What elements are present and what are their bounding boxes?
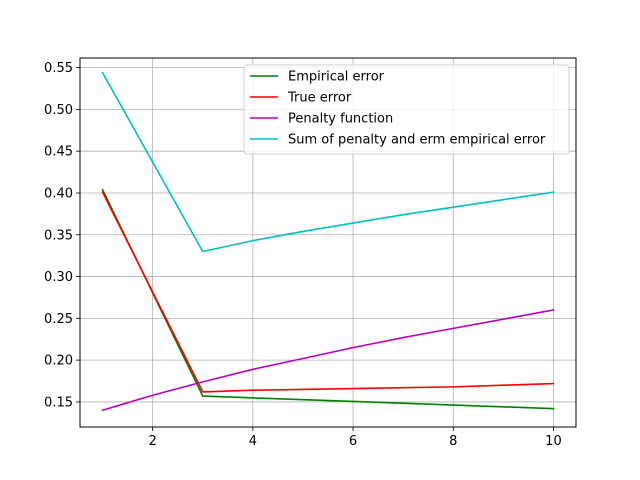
series-lines — [101, 71, 555, 412]
y-tick-label: 0.50 — [44, 103, 73, 118]
x-tick-label: 8 — [449, 434, 457, 449]
series-line-penalty-function — [101, 309, 555, 412]
x-tick-label: 10 — [545, 434, 562, 449]
legend-entry: Empirical error — [288, 70, 385, 85]
legend-entry: Penalty function — [288, 112, 393, 127]
y-tick-label: 0.20 — [44, 354, 73, 369]
legend-box — [243, 64, 570, 155]
series-line-true-error — [101, 191, 555, 393]
legend-entry: Sum of penalty and erm empirical error — [288, 133, 546, 148]
y-tick-label: 0.15 — [44, 395, 73, 410]
x-tick-label: 2 — [149, 434, 157, 449]
y-tick-label: 0.30 — [44, 270, 73, 285]
y-tick-label: 0.45 — [44, 145, 73, 160]
y-tick-label: 0.55 — [44, 61, 73, 76]
x-tick-label: 4 — [249, 434, 257, 449]
y-tick-label: 0.35 — [44, 228, 73, 243]
y-tick-label: 0.40 — [44, 186, 73, 201]
plot-frame — [79, 57, 577, 428]
x-axis-ticks: 2 4 6 8 10 — [149, 427, 562, 449]
series-line-sum-of-penalty-and-erm-empirical-error — [101, 71, 555, 253]
x-tick-label: 6 — [349, 434, 357, 449]
legend: Empirical error True error Penalty functio… — [243, 64, 570, 155]
y-axis-ticks: 0.15 0.20 0.25 0.30 0.35 0.40 0.45 0.50 0.55 — [44, 61, 80, 410]
y-tick-label: 0.25 — [44, 312, 73, 327]
legend-entry: True error — [287, 91, 352, 106]
